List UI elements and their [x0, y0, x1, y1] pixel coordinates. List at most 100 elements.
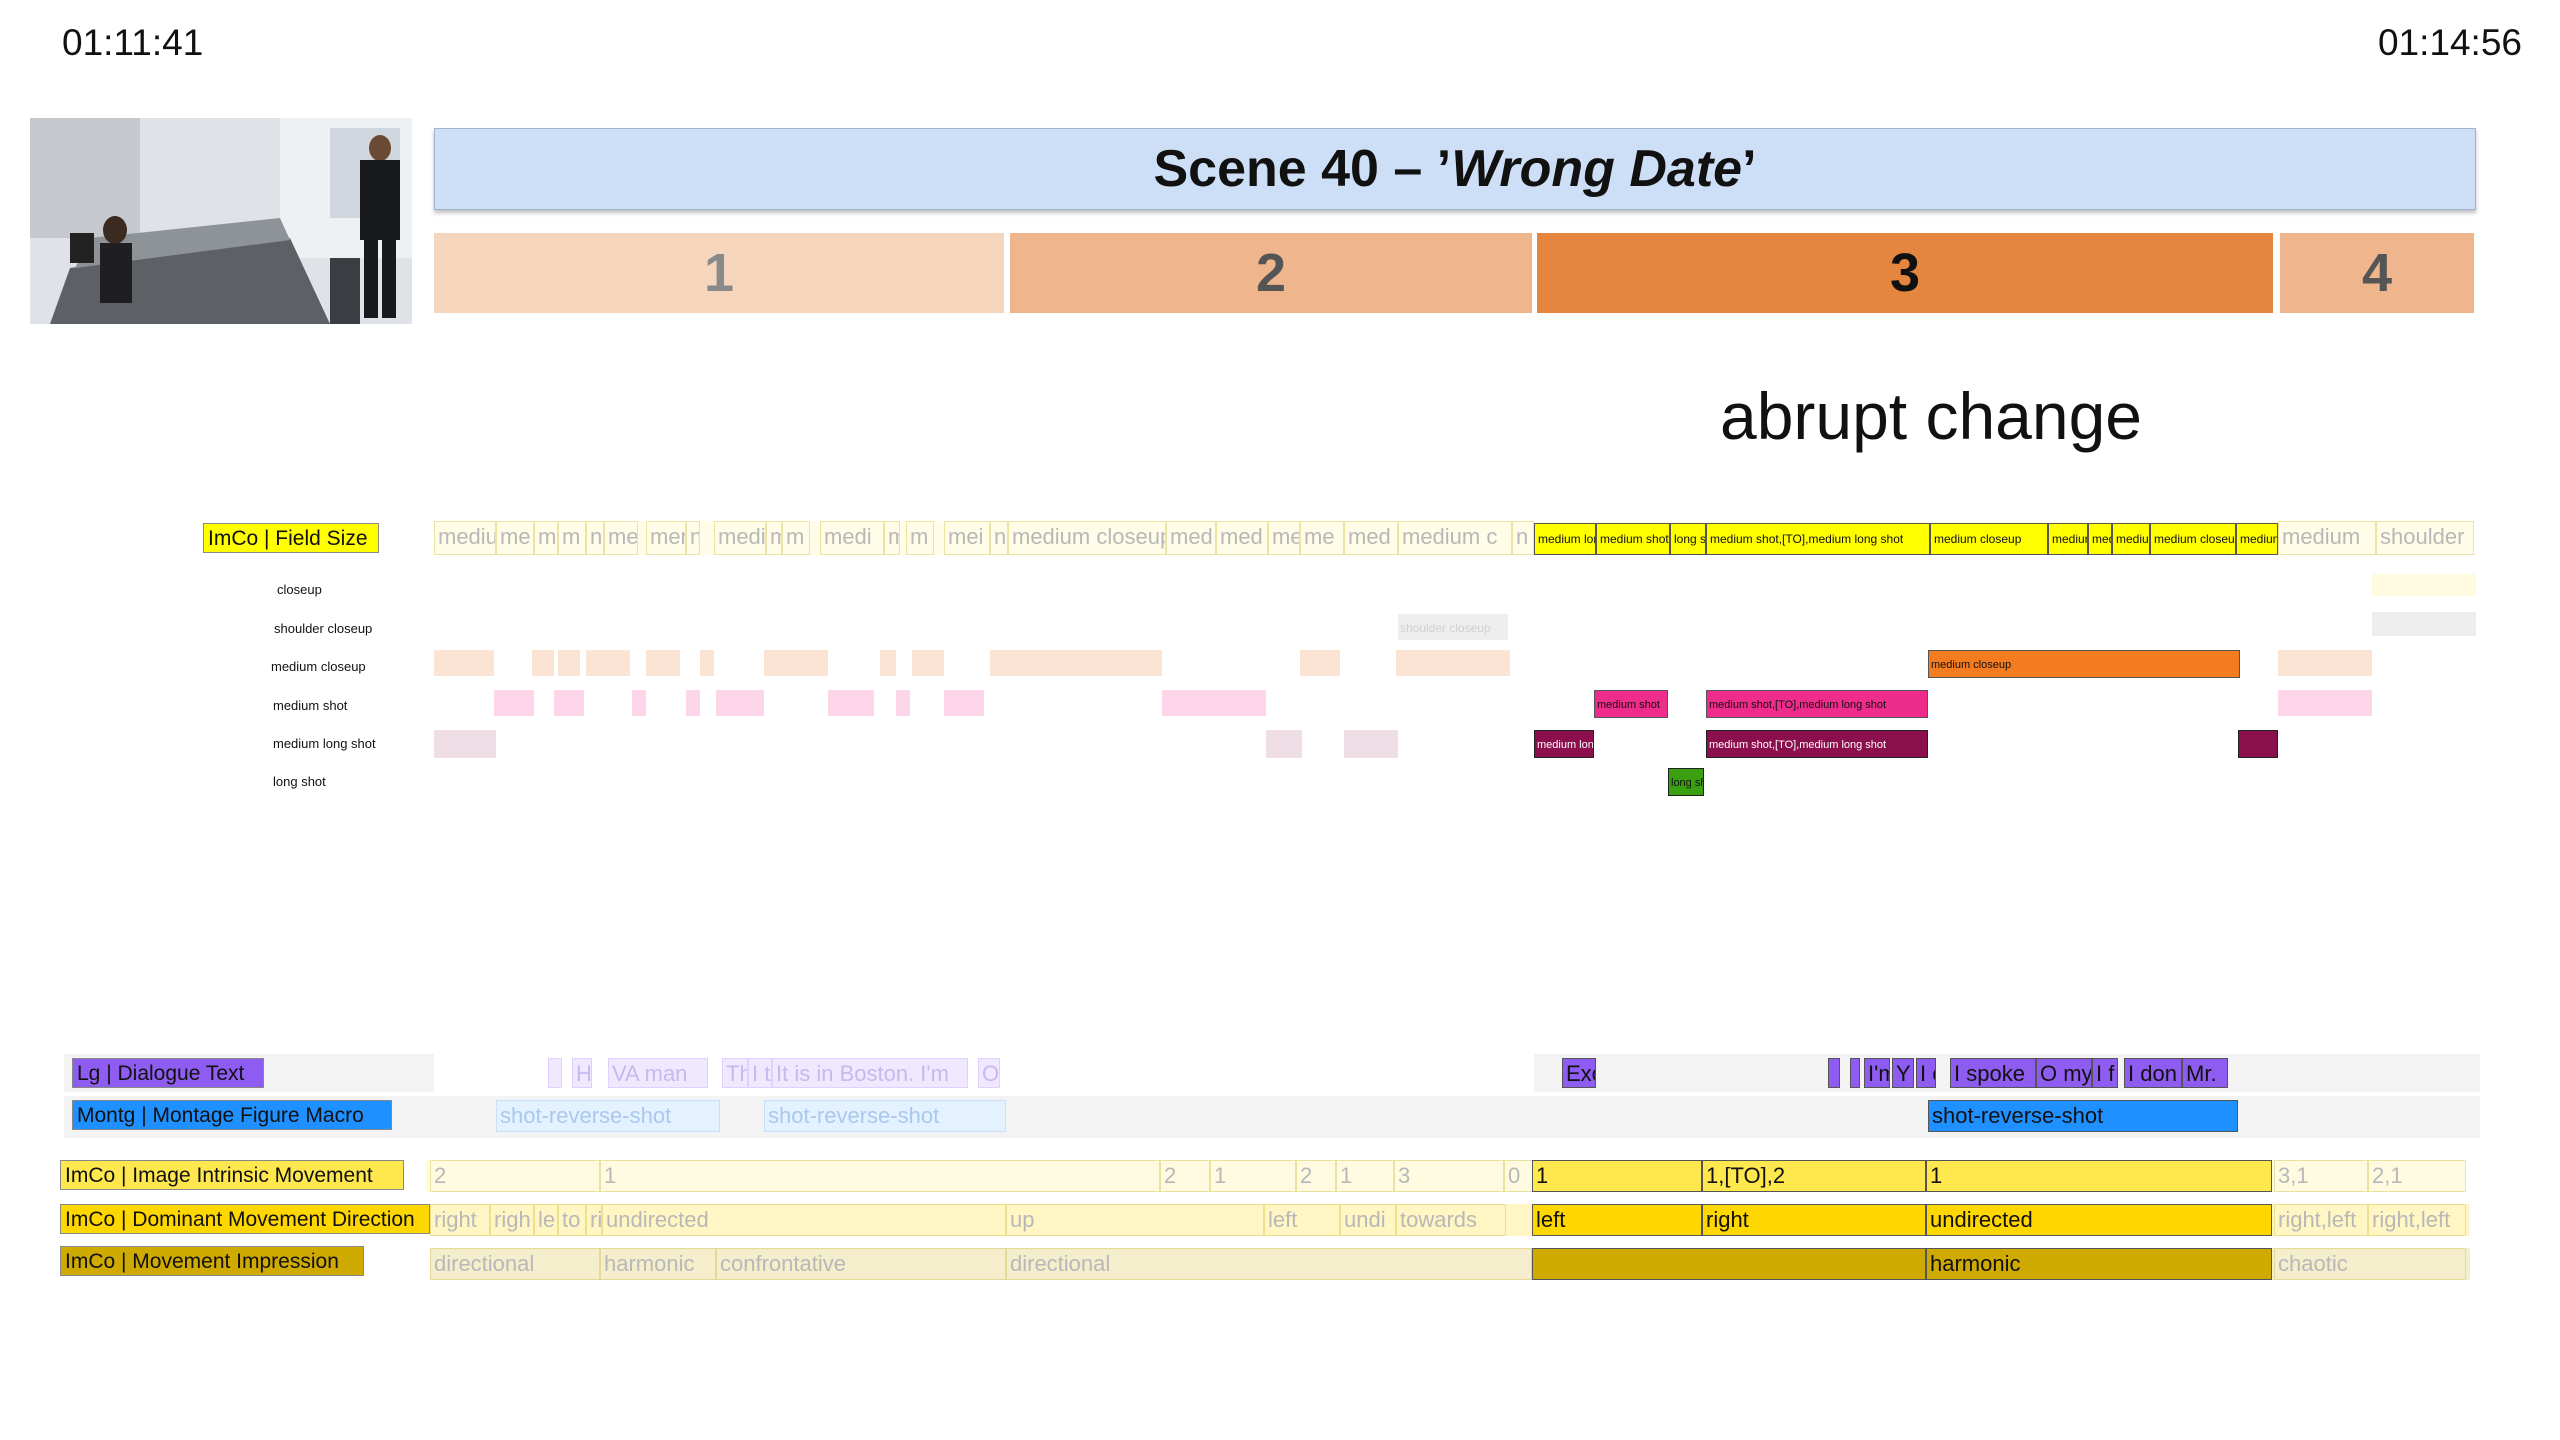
impression-cell[interactable]: directional	[1006, 1248, 1532, 1280]
medium-closeup-bar[interactable]	[990, 650, 1162, 676]
field-size-cell[interactable]: n	[586, 521, 604, 555]
dialogue-cell-active[interactable]: Y	[1892, 1058, 1914, 1088]
field-size-cell[interactable]: m	[906, 521, 934, 555]
medium-closeup-bar[interactable]	[558, 650, 580, 676]
dominant-cell[interactable]: to	[558, 1204, 586, 1236]
field-size-cell[interactable]: m	[766, 521, 782, 555]
intrinsic-label[interactable]: ImCo | Image Intrinsic Movement	[60, 1160, 404, 1190]
impression-cell[interactable]: chaotic	[2274, 1248, 2466, 1280]
medium-closeup-bar[interactable]	[1300, 650, 1340, 676]
dialogue-cell[interactable]: It is in Boston. I'm	[772, 1058, 968, 1088]
medium-closeup-bar-active[interactable]: medium closeup	[1928, 650, 2240, 678]
montage-cell[interactable]: shot-reverse-shot	[496, 1100, 720, 1132]
field-size-cell[interactable]: medium closeup	[1008, 521, 1166, 555]
field-size-cell-active[interactable]: medium	[2048, 523, 2088, 555]
medium-closeup-bar[interactable]	[880, 650, 896, 676]
field-size-cell[interactable]: m	[782, 521, 810, 555]
field-size-cell-active[interactable]: medi	[2088, 523, 2112, 555]
dominant-cell-active[interactable]: left	[1532, 1204, 1702, 1236]
medium-long-shot-bar-active[interactable]: medium shot,[TO],medium long shot	[1706, 730, 1928, 758]
medium-closeup-bar[interactable]	[912, 650, 944, 676]
impression-cell[interactable]: harmonic	[600, 1248, 716, 1280]
dialogue-cell-active[interactable]	[1828, 1058, 1840, 1088]
intrinsic-cell[interactable]: 1	[600, 1160, 1160, 1192]
dialogue-cell[interactable]: O	[978, 1058, 1000, 1088]
dominant-cell[interactable]: undi	[1340, 1204, 1396, 1236]
medium-closeup-bar[interactable]	[646, 650, 680, 676]
medium-shot-bar[interactable]	[554, 690, 584, 716]
field-size-cell[interactable]: mei	[944, 521, 990, 555]
intrinsic-cell[interactable]: 2,1	[2368, 1160, 2466, 1192]
medium-shot-bar[interactable]	[716, 690, 764, 716]
field-size-cell[interactable]: m	[558, 521, 586, 555]
segment-3[interactable]: 3	[1537, 233, 2273, 313]
field-size-cell[interactable]: me	[496, 521, 534, 555]
intrinsic-cell[interactable]: 0	[1504, 1160, 1534, 1192]
dominant-cell-active[interactable]: undirected	[1926, 1204, 2272, 1236]
montage-label[interactable]: Montg | Montage Figure Macro	[72, 1100, 392, 1130]
field-size-cell[interactable]: medi	[714, 521, 766, 555]
field-size-cell[interactable]: m	[884, 521, 900, 555]
field-size-cell[interactable]: medi	[820, 521, 884, 555]
intrinsic-cell[interactable]: 3	[1394, 1160, 1504, 1192]
medium-shot-bar[interactable]	[2278, 690, 2372, 716]
medium-shot-bar[interactable]	[1162, 690, 1218, 716]
medium-closeup-bar[interactable]	[586, 650, 630, 676]
impression-cell[interactable]: confrontative	[716, 1248, 1006, 1280]
field-size-cell[interactable]: shoulder	[2376, 521, 2474, 555]
medium-closeup-bar[interactable]	[434, 650, 494, 676]
medium-long-shot-bar[interactable]	[434, 730, 496, 758]
medium-shot-bar[interactable]	[944, 690, 984, 716]
medium-long-shot-bar-active[interactable]: medium long shot	[1534, 730, 1594, 758]
field-size-cell-active[interactable]: medium shot,[TO],medium long shot	[1706, 523, 1930, 555]
field-size-cell-active[interactable]: long sh	[1670, 523, 1706, 555]
segment-1[interactable]: 1	[434, 233, 1004, 313]
medium-shot-bar-active[interactable]: medium shot,[TO],medium long shot	[1706, 690, 1928, 718]
dominant-cell[interactable]: righ	[490, 1204, 534, 1236]
long-shot-bar-active[interactable]: long shot	[1668, 768, 1704, 796]
dialogue-cell[interactable]	[548, 1058, 562, 1088]
intrinsic-cell[interactable]: 2	[430, 1160, 600, 1192]
closeup-bar[interactable]	[2372, 574, 2476, 596]
field-size-cell[interactable]: men	[646, 521, 686, 555]
field-size-cell[interactable]: n	[686, 521, 700, 555]
dialogue-cell-active[interactable]: Exc	[1562, 1058, 1596, 1088]
field-size-cell[interactable]: med	[1344, 521, 1398, 555]
field-size-cell[interactable]: medium	[434, 521, 496, 555]
dialogue-cell-active[interactable]: I f	[2092, 1058, 2118, 1088]
medium-closeup-bar[interactable]	[2278, 650, 2372, 676]
dominant-cell[interactable]: right,left	[2274, 1204, 2368, 1236]
impression-label[interactable]: ImCo | Movement Impression	[60, 1246, 364, 1276]
field-size-cell[interactable]: me	[1268, 521, 1300, 555]
medium-shot-bar[interactable]	[632, 690, 646, 716]
medium-closeup-bar[interactable]	[532, 650, 554, 676]
montage-cell[interactable]: shot-reverse-shot	[764, 1100, 1006, 1132]
field-size-cell[interactable]: med	[1166, 521, 1216, 555]
field-size-cell-active[interactable]: medium closeup	[2150, 523, 2236, 555]
dialogue-cell-active[interactable]: I c	[1916, 1058, 1936, 1088]
intrinsic-cell[interactable]: 1	[1210, 1160, 1296, 1192]
dominant-label[interactable]: ImCo | Dominant Movement Direction	[60, 1204, 430, 1234]
medium-shot-bar[interactable]	[494, 690, 534, 716]
dialogue-cell[interactable]: H	[572, 1058, 592, 1088]
medium-shot-bar-active[interactable]: medium shot	[1594, 690, 1668, 718]
field-size-cell-active[interactable]: medium	[2236, 523, 2278, 555]
dominant-cell[interactable]: right	[430, 1204, 490, 1236]
field-size-cell-active[interactable]: medium	[2112, 523, 2150, 555]
medium-closeup-bar[interactable]	[700, 650, 714, 676]
segment-2[interactable]: 2	[1010, 233, 1532, 313]
dominant-cell[interactable]: left	[1264, 1204, 1340, 1236]
field-size-cell[interactable]: n	[990, 521, 1008, 555]
medium-long-shot-bar-active[interactable]	[2238, 730, 2278, 758]
field-size-cell-active[interactable]: medium closeup	[1930, 523, 2048, 555]
field-size-cell[interactable]: m	[534, 521, 558, 555]
medium-closeup-bar[interactable]	[764, 650, 828, 676]
medium-long-shot-bar[interactable]	[1344, 730, 1398, 758]
dialogue-cell-active[interactable]: O my	[2036, 1058, 2092, 1088]
dialogue-cell-active[interactable]: I'm	[1864, 1058, 1890, 1088]
montage-cell-active[interactable]: shot-reverse-shot	[1928, 1100, 2238, 1132]
medium-shot-bar[interactable]	[896, 690, 910, 716]
dominant-cell[interactable]: up	[1006, 1204, 1264, 1236]
field-size-cell[interactable]: medium	[2278, 521, 2376, 555]
dominant-cell[interactable]: undirected	[602, 1204, 1006, 1236]
